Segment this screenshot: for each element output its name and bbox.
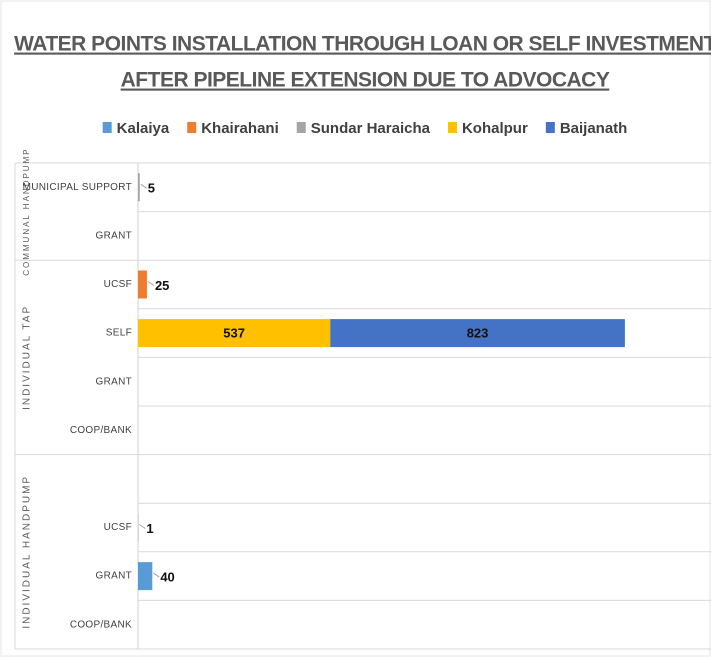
legend-label: Kalaiya xyxy=(117,120,170,137)
y-tick-label: GRANT xyxy=(96,571,133,582)
group-label: INDIVIDUAL HANDPUMP xyxy=(22,475,33,629)
data-label: 5 xyxy=(148,181,155,196)
bar xyxy=(138,562,153,591)
data-label: 25 xyxy=(155,278,169,293)
bar xyxy=(138,319,331,348)
bar xyxy=(138,173,140,202)
legend-swatch xyxy=(545,122,555,133)
y-tick-label: MUNICIPAL SUPPORT xyxy=(23,182,132,193)
legend-swatch xyxy=(187,122,197,133)
y-tick-label: GRANT xyxy=(96,376,133,387)
data-label: 537 xyxy=(223,326,245,341)
bar xyxy=(330,319,625,348)
y-tick-label: GRANT xyxy=(96,231,133,242)
chart-title: WATER POINTS INSTALLATION THROUGH LOAN O… xyxy=(14,33,711,56)
y-tick-label: UCSF xyxy=(104,279,132,290)
y-tick-label: UCSF xyxy=(104,522,132,533)
legend-swatch xyxy=(447,122,457,133)
y-tick-label: COOP/BANK xyxy=(70,425,132,436)
group-label: COMMUNAL HANDPUMP xyxy=(22,147,31,275)
legend-swatch xyxy=(296,122,306,133)
leader-line xyxy=(153,572,160,578)
leader-line xyxy=(147,281,155,286)
y-tick-label: SELF xyxy=(106,328,132,339)
y-tick-label: COOP/BANK xyxy=(70,619,132,630)
bar xyxy=(138,270,147,299)
data-label: 40 xyxy=(160,570,174,585)
legend-label: Sundar Haraicha xyxy=(311,120,431,137)
legend-label: Baijanath xyxy=(560,120,628,137)
data-label: 1 xyxy=(146,521,153,536)
group-label: INDIVIDUAL TAP xyxy=(22,305,33,410)
chart-title: AFTER PIPELINE EXTENSION DUE TO ADVOCACY xyxy=(121,69,610,92)
legend-swatch xyxy=(102,122,112,133)
leader-line xyxy=(139,524,146,529)
data-label: 823 xyxy=(467,326,489,341)
legend-label: Kohalpur xyxy=(462,120,528,137)
leader-line xyxy=(140,183,148,189)
legend-label: Khairahani xyxy=(201,120,279,137)
